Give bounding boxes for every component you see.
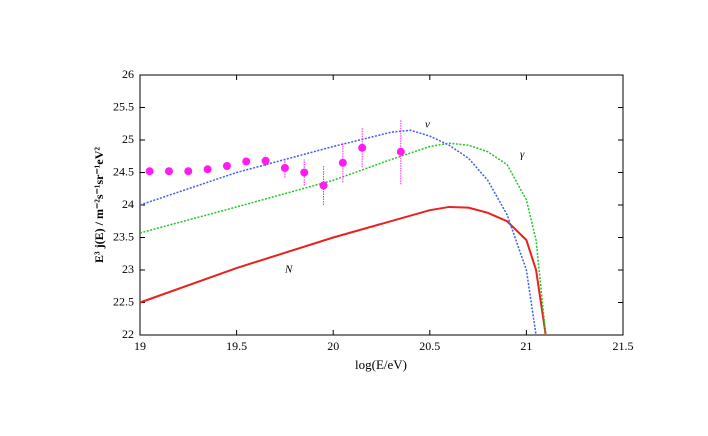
x-tick-label: 21 <box>520 339 532 353</box>
data-point <box>300 168 309 177</box>
data-point <box>242 157 251 166</box>
curve-label: ν <box>425 119 430 131</box>
curve <box>139 205 547 336</box>
x-tick-label: 21.5 <box>613 339 634 353</box>
y-axis-label: E³ j(E) / m⁻²s⁻¹sr⁻¹eV² <box>92 147 106 263</box>
y-tick-label: 26 <box>122 67 134 81</box>
data-point <box>358 143 367 152</box>
curve-label: γ <box>520 149 525 161</box>
y-tick-label: 25.5 <box>113 99 134 113</box>
y-tick-label: 24 <box>122 197 134 211</box>
plot-frame <box>139 74 624 336</box>
y-tick-label: 22.5 <box>113 294 134 308</box>
y-tick-label: 23 <box>122 262 134 276</box>
data-point <box>280 163 289 172</box>
y-tick-label: 25 <box>122 132 134 146</box>
data-point <box>396 147 405 156</box>
data-point <box>261 156 270 165</box>
x-tick-label: 20 <box>327 339 339 353</box>
x-tick-label: 19 <box>134 339 146 353</box>
x-axis-label: log(E/eV) <box>355 357 407 372</box>
data-point <box>338 158 347 167</box>
x-tick-label: 20.5 <box>419 339 440 353</box>
y-tick-label: 24.5 <box>113 164 134 178</box>
curve <box>139 142 547 336</box>
y-tick-label: 22 <box>122 327 134 341</box>
y-tick-label: 23.5 <box>113 229 134 243</box>
curve-label: N <box>284 264 293 276</box>
data-point <box>145 167 154 176</box>
data-point <box>164 167 173 176</box>
data-point <box>222 162 231 170</box>
data-point <box>184 167 193 176</box>
curve <box>139 129 537 336</box>
data-point <box>319 181 328 190</box>
data-point <box>203 165 212 174</box>
x-tick-label: 19.5 <box>226 339 247 353</box>
